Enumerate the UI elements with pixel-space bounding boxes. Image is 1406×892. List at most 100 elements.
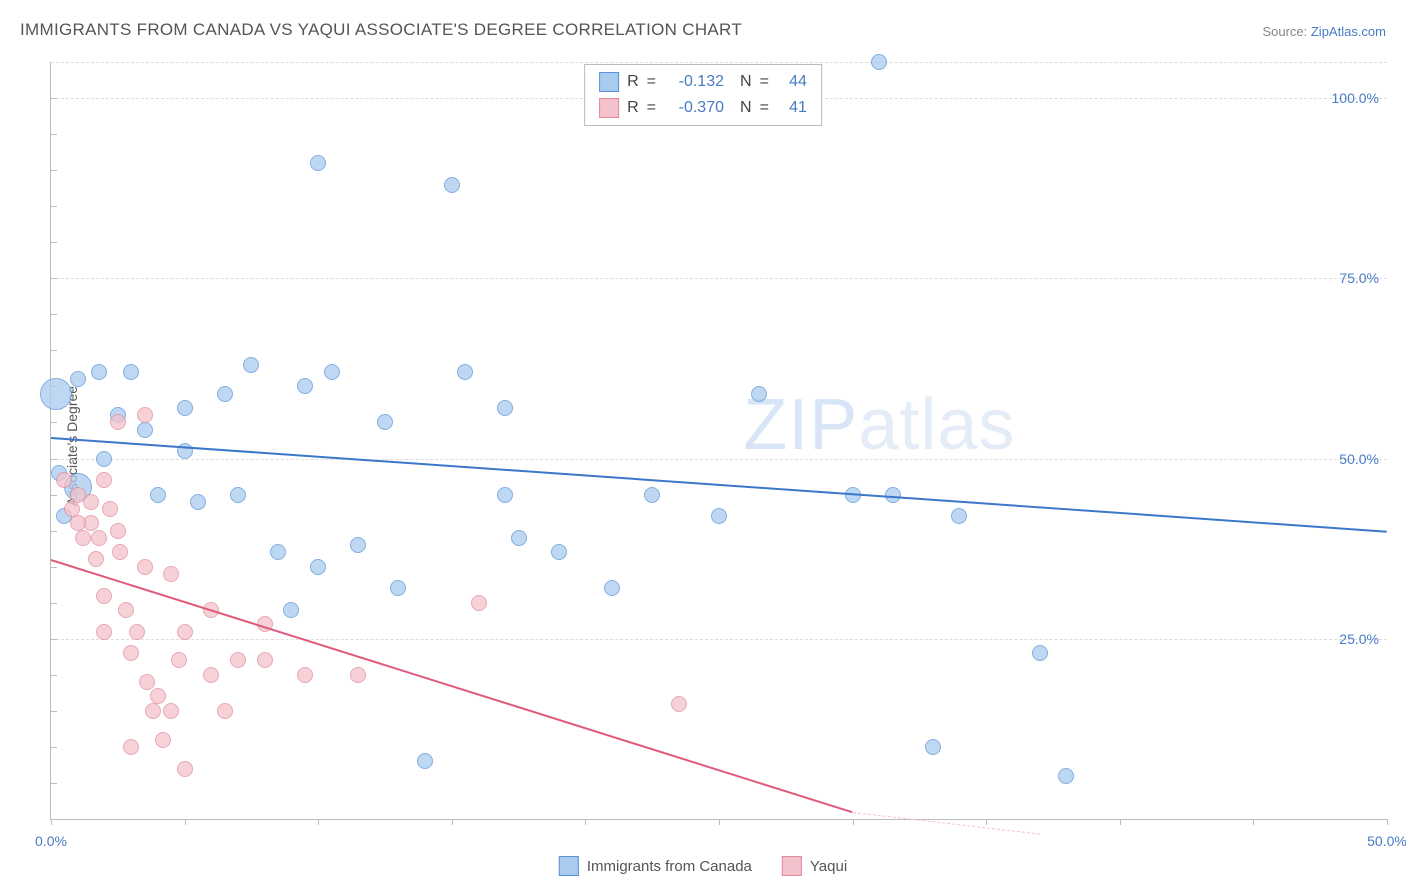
legend-stats-row: R=-0.132N=44 [599,69,807,95]
data-point [88,551,104,567]
data-point [171,652,187,668]
y-tick [51,567,57,568]
gridline [51,639,1387,640]
data-point [163,703,179,719]
x-tick [853,819,854,825]
data-point [137,407,153,423]
data-point [230,652,246,668]
source-attribution: Source: ZipAtlas.com [1262,24,1386,39]
data-point [137,422,153,438]
data-point [497,400,513,416]
legend-label: Immigrants from Canada [587,858,752,875]
data-point [64,501,80,517]
data-point [551,544,567,560]
legend-eq: = [760,69,769,95]
legend-n-label: N [740,69,752,95]
legend-swatch [782,856,802,876]
x-tick [986,819,987,825]
x-tick [1120,819,1121,825]
data-point [350,667,366,683]
data-point [129,624,145,640]
data-point [925,739,941,755]
data-point [377,414,393,430]
data-point [511,530,527,546]
data-point [203,667,219,683]
legend-eq: = [647,69,656,95]
data-point [177,624,193,640]
source-link[interactable]: ZipAtlas.com [1311,24,1386,39]
y-tick [51,422,57,423]
gridline [51,459,1387,460]
trend-line [51,559,853,813]
data-point [150,688,166,704]
x-tick-label: 50.0% [1367,833,1406,849]
data-point [283,602,299,618]
source-prefix: Source: [1262,24,1310,39]
data-point [871,54,887,70]
data-point [137,559,153,575]
data-point [110,414,126,430]
data-point [123,364,139,380]
data-point [1032,645,1048,661]
legend-swatch [599,72,619,92]
x-tick [719,819,720,825]
data-point [951,508,967,524]
y-tick [51,350,57,351]
data-point [96,624,112,640]
data-point [123,739,139,755]
data-point [145,703,161,719]
data-point [604,580,620,596]
data-point [230,487,246,503]
data-point [56,472,72,488]
data-point [644,487,660,503]
x-tick [1253,819,1254,825]
y-tick [51,783,57,784]
legend-swatch [559,856,579,876]
data-point [163,566,179,582]
data-point [83,494,99,510]
data-point [70,371,86,387]
y-tick [51,170,57,171]
data-point [40,378,72,410]
data-point [310,155,326,171]
chart-title: IMMIGRANTS FROM CANADA VS YAQUI ASSOCIAT… [20,20,742,40]
data-point [155,732,171,748]
y-tick [51,206,57,207]
data-point [457,364,473,380]
legend-r-label: R [627,95,639,121]
y-tick [51,747,57,748]
y-tick [51,278,57,279]
data-point [310,559,326,575]
legend-item: Yaqui [782,856,847,876]
y-tick-label: 75.0% [1339,270,1379,286]
trend-line [853,812,1040,835]
data-point [471,595,487,611]
legend-stats: R=-0.132N=44R=-0.370N=41 [584,64,822,126]
y-tick [51,134,57,135]
data-point [711,508,727,524]
data-point [217,386,233,402]
data-point [110,523,126,539]
plot-area: ZIPatlas 25.0%50.0%75.0%100.0%0.0%50.0% [50,62,1387,820]
data-point [139,674,155,690]
x-tick [585,819,586,825]
y-tick [51,675,57,676]
data-point [112,544,128,560]
legend-n-label: N [740,95,752,121]
y-tick-label: 50.0% [1339,451,1379,467]
legend-stats-row: R=-0.370N=41 [599,95,807,121]
data-point [390,580,406,596]
data-point [1058,768,1074,784]
y-tick [51,314,57,315]
y-tick [51,242,57,243]
data-point [671,696,687,712]
x-tick [51,819,52,825]
y-tick [51,603,57,604]
gridline [51,62,1387,63]
y-tick [51,531,57,532]
data-point [75,530,91,546]
data-point [102,501,118,517]
data-point [96,588,112,604]
legend-r-label: R [627,69,639,95]
data-point [217,703,233,719]
